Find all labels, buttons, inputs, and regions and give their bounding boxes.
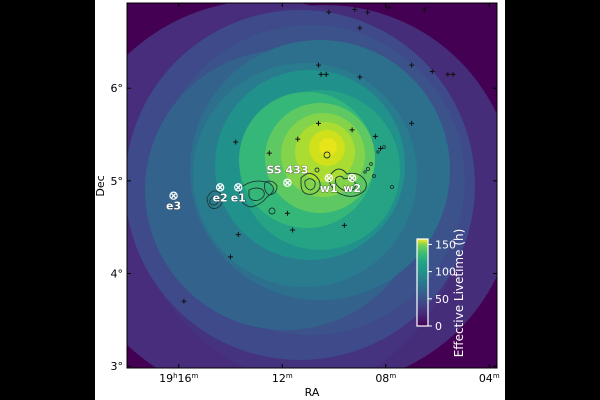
source-ring — [347, 173, 357, 183]
hour-unit: h — [173, 372, 177, 380]
star-marker — [233, 139, 239, 145]
minute-unit: m — [389, 372, 396, 380]
y-tick-label: 4° — [111, 268, 124, 281]
star-marker — [357, 74, 363, 80]
star-marker — [227, 254, 233, 260]
x-tick-label: 04m — [479, 372, 500, 385]
star-marker — [290, 227, 296, 233]
source-ring — [234, 183, 243, 192]
star-markers — [181, 5, 456, 304]
source-x-marker — [235, 184, 241, 190]
source-ring — [215, 183, 225, 192]
colorbar-gradient — [416, 238, 429, 327]
star-marker — [378, 145, 384, 151]
minute-unit: m — [192, 372, 199, 380]
star-marker — [284, 210, 290, 216]
star-marker — [445, 71, 451, 77]
colorbar-label: Effective Livetime (h) — [452, 229, 466, 358]
source-ring — [324, 173, 334, 183]
star-marker — [315, 62, 321, 68]
source-label: e1 — [231, 191, 246, 204]
colorbar-tick-label: 0 — [435, 320, 442, 333]
star-marker — [315, 120, 321, 126]
star-marker — [409, 62, 415, 68]
colorbar: 0 50 100 150 Effective Livetime (h) — [416, 229, 466, 358]
source-label: e3 — [166, 200, 181, 213]
figure-frame: SS 433 w1 w2 e1 e2 e3 19h16m 12m 08m 04m 3° 4° 5° 6… — [95, 0, 505, 400]
star-marker — [235, 232, 241, 238]
colorbar-tick-label: 100 — [435, 266, 456, 279]
star-marker — [365, 9, 371, 15]
star-marker — [266, 150, 272, 156]
source-x-marker — [171, 193, 177, 199]
star-marker — [323, 71, 329, 77]
star-marker — [450, 71, 456, 77]
minute-unit: m — [286, 372, 293, 380]
source-x-marker — [349, 175, 355, 181]
star-marker — [326, 9, 332, 15]
y-axis-label: Dec — [95, 175, 107, 196]
plot-frame — [126, 2, 498, 369]
source-ring — [283, 178, 292, 187]
star-marker — [372, 133, 378, 139]
colorbar-tick-label: 150 — [435, 238, 456, 251]
star-marker — [349, 127, 355, 133]
star-marker — [318, 71, 324, 77]
star-marker — [352, 6, 358, 12]
livetime-heatmap — [127, 3, 497, 368]
source-label: w1 — [320, 182, 338, 195]
source-x-marker — [217, 184, 223, 190]
x-axis-label: RA — [305, 386, 320, 399]
star-marker — [181, 298, 187, 304]
x-tick-label: 19h16m — [159, 372, 198, 385]
star-marker — [295, 136, 301, 142]
x-tick-label: 12m — [272, 372, 293, 385]
star-marker — [422, 6, 428, 12]
radio-contours — [206, 145, 395, 215]
source-label: e2 — [213, 191, 228, 204]
star-marker — [429, 69, 435, 75]
colorbar-tick-label: 50 — [435, 293, 449, 306]
source-x-marker — [284, 180, 290, 186]
source-label: w2 — [343, 182, 361, 195]
star-marker — [385, 5, 391, 11]
minute-unit: m — [493, 372, 500, 380]
y-axis: 3° 4° 5° 6° — [111, 82, 497, 373]
star-marker — [357, 25, 363, 31]
x-axis: 19h16m 12m 08m 04m — [159, 3, 500, 385]
source-ring — [169, 191, 178, 200]
y-tick-label: 5° — [111, 175, 124, 188]
source-label: SS 433 — [266, 164, 308, 177]
star-marker — [341, 222, 347, 228]
y-tick-label: 6° — [111, 82, 124, 95]
x-tick-label: 08m — [375, 372, 396, 385]
source-x-marker — [326, 175, 332, 181]
y-tick-label: 3° — [111, 360, 124, 373]
star-marker — [409, 120, 415, 126]
